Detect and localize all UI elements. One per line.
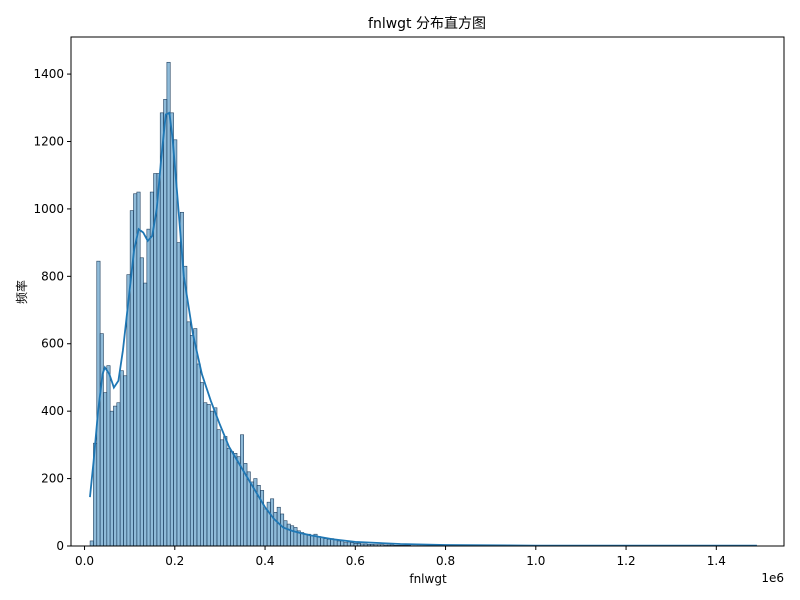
histogram-bar (270, 498, 275, 547)
y-tick-label: 0 (56, 539, 64, 553)
histogram-bar (273, 511, 278, 547)
histogram-bar (196, 363, 201, 547)
histogram-bar (116, 402, 121, 547)
x-tick-label: 0.0 (75, 554, 94, 568)
histogram-bar (216, 429, 221, 547)
histogram-bar (223, 436, 228, 547)
histogram-bar (163, 99, 168, 547)
x-tick-label: 0.4 (255, 554, 274, 568)
histogram-bar (343, 542, 348, 547)
histogram-bar (113, 405, 118, 547)
histogram-bar (323, 538, 328, 547)
histogram-bar (193, 328, 198, 547)
histogram-bar (143, 282, 148, 547)
histogram-bar (206, 404, 211, 547)
y-axis-ticks: 0 200 400 600 800 1000 1200 1400 (33, 67, 71, 553)
histogram-bar (233, 452, 238, 547)
y-tick-label: 1200 (33, 134, 64, 148)
histogram-bar (139, 257, 144, 547)
x-tick-label: 1.4 (707, 554, 726, 568)
y-tick-label: 200 (41, 472, 64, 486)
histogram-bar (236, 456, 241, 547)
histogram-bar (136, 191, 141, 547)
histogram-bar (220, 439, 224, 547)
histogram-bar (146, 228, 151, 547)
y-tick-label: 800 (41, 269, 64, 283)
histogram-bar (290, 525, 295, 547)
histogram-bar (169, 112, 174, 547)
x-axis-label: fnlwgt (409, 572, 447, 586)
chart-title: fnlwgt 分布直方图 (368, 15, 486, 32)
histogram-bar (350, 542, 355, 547)
histogram-bar (346, 541, 351, 547)
histogram-bar (280, 513, 285, 547)
histogram-bar (230, 451, 234, 547)
histogram-bar (266, 501, 271, 547)
histogram-bar (250, 481, 255, 547)
histogram-bar (283, 520, 288, 547)
histogram-bar (176, 242, 181, 547)
histogram-bar (189, 335, 194, 547)
histogram-bar (340, 540, 345, 547)
y-tick-label: 600 (41, 337, 64, 351)
x-tick-label: 0.2 (165, 554, 184, 568)
y-axis-label: 频率 (14, 280, 29, 304)
y-tick-label: 1000 (33, 202, 64, 216)
histogram-bar (303, 533, 308, 547)
histogram-bar (89, 540, 94, 547)
histogram-bar (173, 139, 178, 547)
histogram-bar (213, 407, 218, 547)
histogram-bar (149, 191, 154, 547)
histogram-bar (203, 402, 208, 547)
kde-curve (89, 111, 757, 547)
y-tick-label: 1400 (33, 67, 64, 81)
x-axis-ticks: 0.0 0.2 0.4 0.6 0.8 1.0 1.2 1.4 (75, 546, 726, 568)
histogram-bar (320, 537, 325, 547)
histogram-bar (166, 61, 171, 547)
histogram-bar (240, 434, 245, 547)
histogram-bar (199, 382, 204, 547)
histogram-bar (310, 535, 315, 547)
histogram-bar (210, 410, 214, 547)
histogram-bar (119, 370, 124, 547)
histogram-bar (226, 447, 231, 547)
histogram-bar (276, 506, 281, 547)
histogram-bar (316, 536, 321, 547)
x-tick-label: 0.6 (346, 554, 365, 568)
histogram-bar (99, 333, 104, 547)
x-tick-label: 0.8 (436, 554, 455, 568)
histogram-bar (336, 540, 341, 547)
histogram-bar (326, 538, 331, 547)
y-tick-label: 400 (41, 404, 64, 418)
histogram-bar (293, 527, 298, 547)
histogram-bar (106, 365, 111, 547)
histogram-bar (156, 173, 161, 547)
histogram-bar (286, 523, 291, 547)
histogram-bar (123, 375, 128, 547)
histogram-bar (186, 321, 191, 547)
histogram-bar (109, 410, 114, 547)
histogram-bar (159, 112, 164, 547)
x-tick-label: 1.2 (617, 554, 636, 568)
x-axis-offset-label: 1e6 (761, 571, 784, 585)
histogram-bar (103, 392, 108, 547)
histogram-bar (183, 265, 188, 547)
histogram-bar (263, 508, 268, 547)
plot-frame (70, 36, 785, 547)
x-tick-label: 1.0 (526, 554, 545, 568)
